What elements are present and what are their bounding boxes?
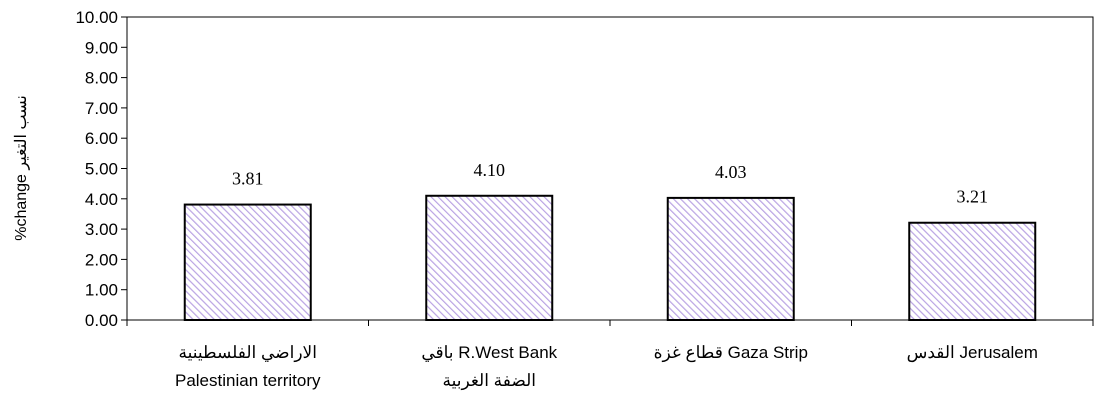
y-tick-label: 7.00 [85, 99, 118, 118]
y-tick-label: 10.00 [75, 8, 118, 27]
y-tick-label: 0.00 [85, 311, 118, 330]
data-label: 4.10 [474, 160, 506, 180]
x-axis [126, 320, 1094, 326]
y-tick-label: 3.00 [85, 220, 118, 239]
category-label-line2: الضفة الغربية [442, 371, 536, 391]
y-tick-label: 8.00 [85, 69, 118, 88]
y-tick-label: 9.00 [85, 38, 118, 57]
category-label: الاراضي الفلسطينية [179, 343, 317, 363]
bar [666, 196, 795, 322]
category-label: قطاع غزة Gaza Strip [654, 343, 808, 363]
y-tick-label: 4.00 [85, 190, 118, 209]
y-tick-label: 2.00 [85, 250, 118, 269]
data-labels: 3.81 4.10 4.03 3.21 [232, 160, 988, 207]
y-axis-title: %change نسب التغير [13, 95, 30, 241]
bars [183, 194, 1037, 322]
y-tick-label: 5.00 [85, 160, 118, 179]
data-label: 4.03 [715, 162, 747, 182]
y-tick-label: 1.00 [85, 281, 118, 300]
category-label: القدس Jerusalem [907, 343, 1038, 363]
data-label: 3.21 [957, 187, 989, 207]
bar [908, 221, 1037, 321]
bar [425, 194, 554, 322]
y-tick-label: 6.00 [85, 129, 118, 148]
category-label-line2: Palestinian territory [175, 371, 321, 390]
category-labels: الاراضي الفلسطينية Palestinian territory ب… [175, 343, 1038, 391]
y-axis: 0.00 1.00 2.00 3.00 4.00 5.00 6.00 7.00 8.00 9.00… [75, 8, 127, 330]
bar [183, 203, 312, 322]
category-label: باقي R.West Bank [421, 343, 557, 362]
data-label: 3.81 [232, 169, 264, 189]
